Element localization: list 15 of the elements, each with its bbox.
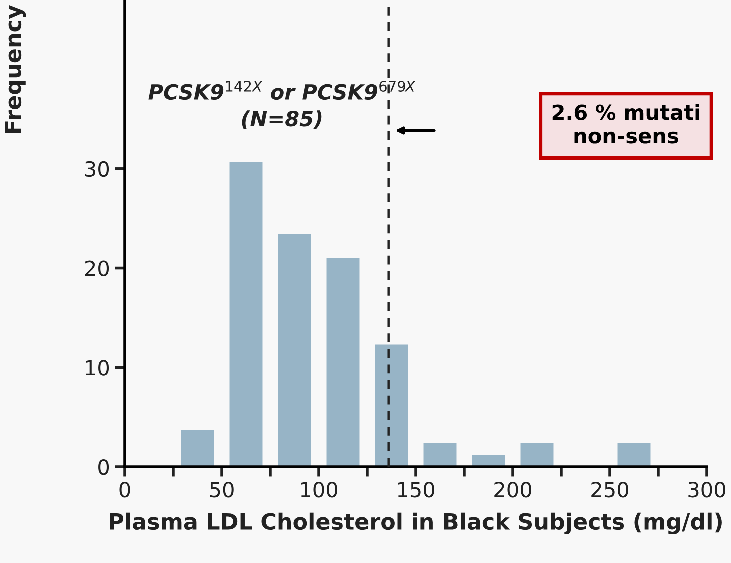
y-tick-label: 30: [85, 161, 110, 178]
x-tick-label: 100: [301, 482, 338, 498]
x-tick-label: 50: [210, 482, 234, 498]
y-tick-label: 10: [86, 360, 110, 376]
annotation: 2.6 % mutati non-sens: [552, 104, 700, 144]
x-tick-label: 150: [398, 482, 434, 498]
x-tick-label: 200: [494, 482, 532, 498]
chart-title: PCSK9$^{142X}$ or PCSK9$^{679X}$ (N=85): [148, 80, 416, 130]
x-axis-title: Plasma LDL Cholesterol in Black Subjects (mg/dl): [110, 512, 722, 535]
x-tick-label: 300: [688, 482, 726, 498]
y-tick-label: 0: [98, 459, 110, 476]
x-tick-label: 0: [120, 482, 130, 498]
y-axis-title: Frequency: [5, 5, 26, 134]
y-tick-label: 20: [85, 260, 110, 276]
x-tick-label: 250: [592, 482, 628, 498]
